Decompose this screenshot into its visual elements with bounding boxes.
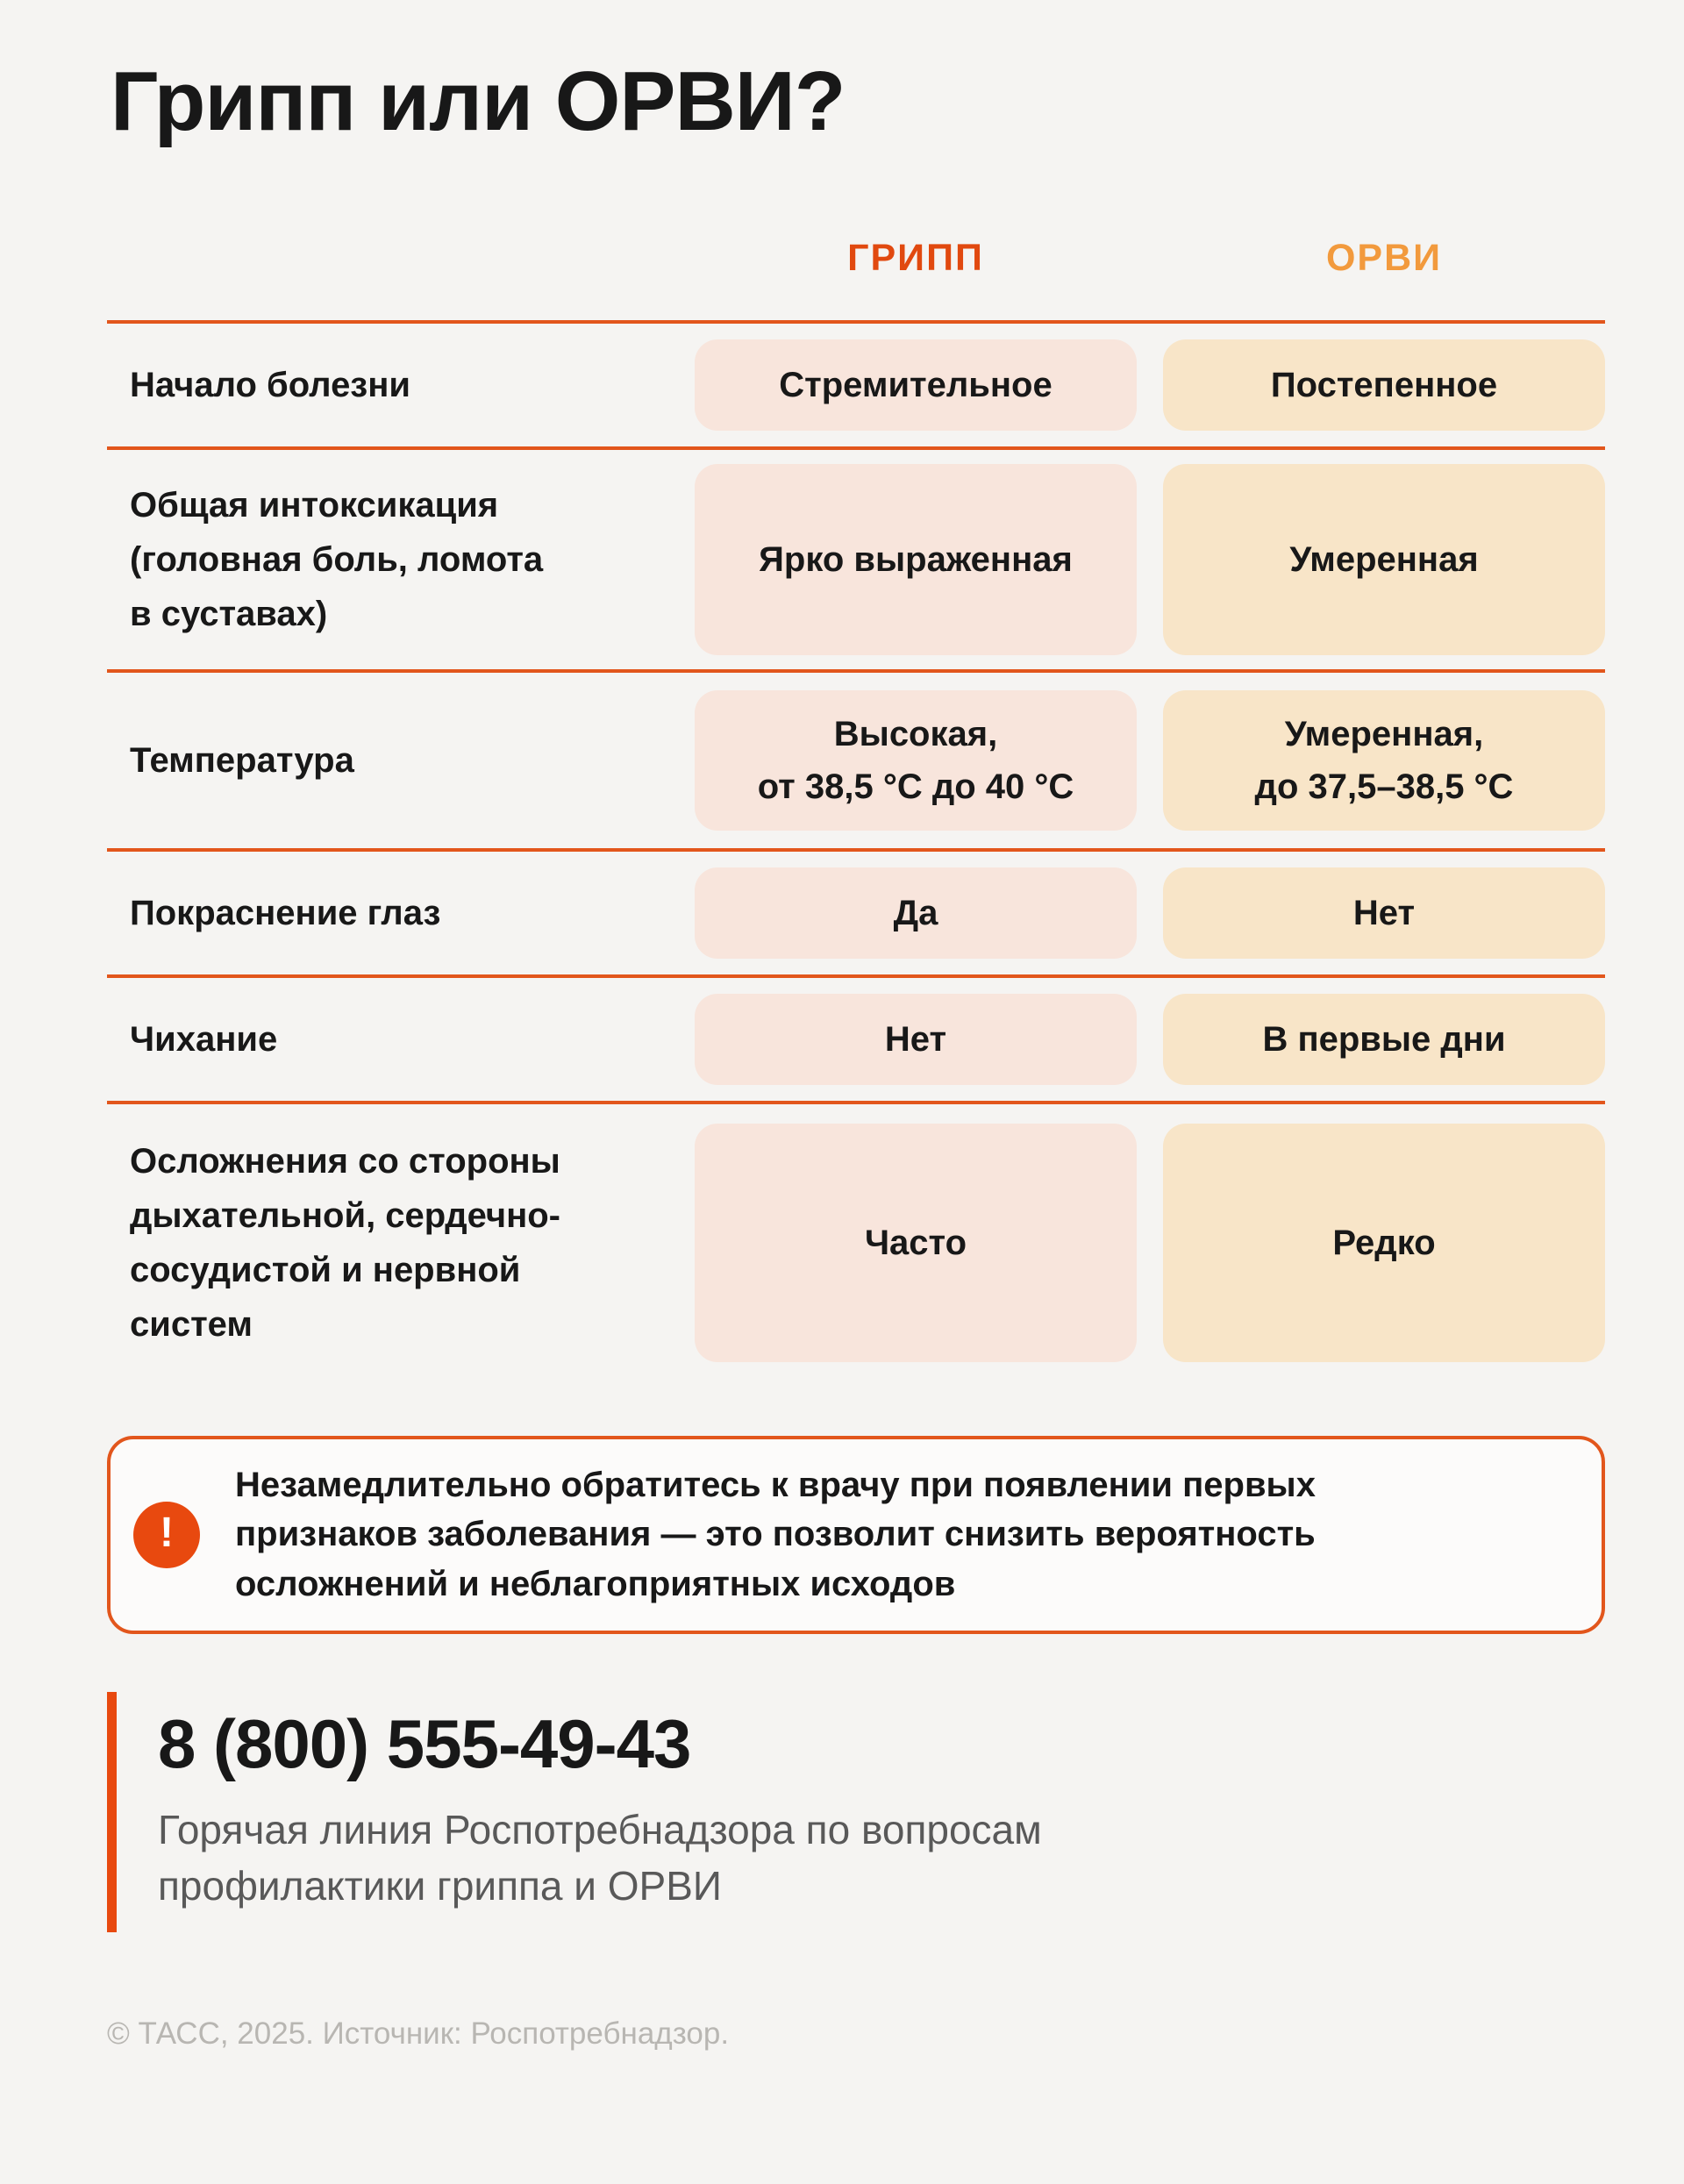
warning-callout: ! Незамедлительно обратитесь к врачу при… [107, 1435, 1605, 1635]
cell-gripp: Стремительное [695, 339, 1137, 431]
table-row: Температура Высокая, от 38,5 °C до 40 °C… [107, 668, 1605, 848]
column-header-orvi: ОРВИ [1325, 236, 1443, 279]
comparison-table: ГРИПП ОРВИ Начало болезни Стремительное … [107, 237, 1605, 1385]
page-title: Грипп или ОРВИ? [111, 54, 846, 148]
cell-orvi: Умеренная [1163, 463, 1605, 655]
cell-orvi: Редко [1163, 1123, 1605, 1362]
cell-gripp: Высокая, от 38,5 °C до 40 °C [695, 689, 1137, 831]
table-row: Чихание Нет В первые дни [107, 974, 1605, 1101]
cell-gripp: Часто [695, 1123, 1137, 1362]
table-header-row: ГРИПП ОРВИ [107, 237, 1605, 320]
hotline-description: Горячая линия Роспотребнадзора по вопрос… [158, 1807, 1042, 1909]
hotline-phone-number: 8 (800) 555-49-43 [158, 1705, 691, 1783]
row-label: Температура [130, 740, 354, 780]
warning-text: Незамедлительно обратитесь к врачу при п… [235, 1465, 1316, 1604]
exclamation-glyph: ! [160, 1509, 174, 1556]
cell-orvi: Умеренная, до 37,5–38,5 °C [1163, 689, 1605, 831]
table-row: Общая интоксикация (головная боль, ломот… [107, 446, 1605, 669]
cell-orvi: В первые дни [1163, 993, 1605, 1085]
column-header-gripp: ГРИПП [847, 236, 984, 279]
cell-gripp: Ярко выраженная [695, 463, 1137, 655]
credits-line: © ТАСС, 2025. Источник: Роспотребнадзор. [107, 2016, 730, 2051]
row-label: Чихание [130, 1019, 278, 1059]
cell-gripp: Нет [695, 993, 1137, 1085]
table-row: Начало болезни Стремительное Постепенное [107, 319, 1605, 446]
cell-orvi: Постепенное [1163, 339, 1605, 431]
row-label: Начало болезни [130, 365, 410, 404]
cell-orvi: Нет [1163, 867, 1605, 959]
row-label: Общая интоксикация (головная боль, ломот… [130, 485, 544, 633]
hotline-block: 8 (800) 555-49-43 Горячая линия Роспотре… [107, 1692, 1605, 1932]
exclamation-icon: ! [133, 1501, 200, 1568]
row-label: Покраснение глаз [130, 893, 441, 932]
table-row: Покраснение глаз Да Нет [107, 847, 1605, 974]
cell-gripp: Да [695, 867, 1137, 959]
row-label: Осложнения со стороны дыхательной, серде… [130, 1141, 560, 1344]
table-row: Осложнения со стороны дыхательной, серде… [107, 1100, 1605, 1385]
